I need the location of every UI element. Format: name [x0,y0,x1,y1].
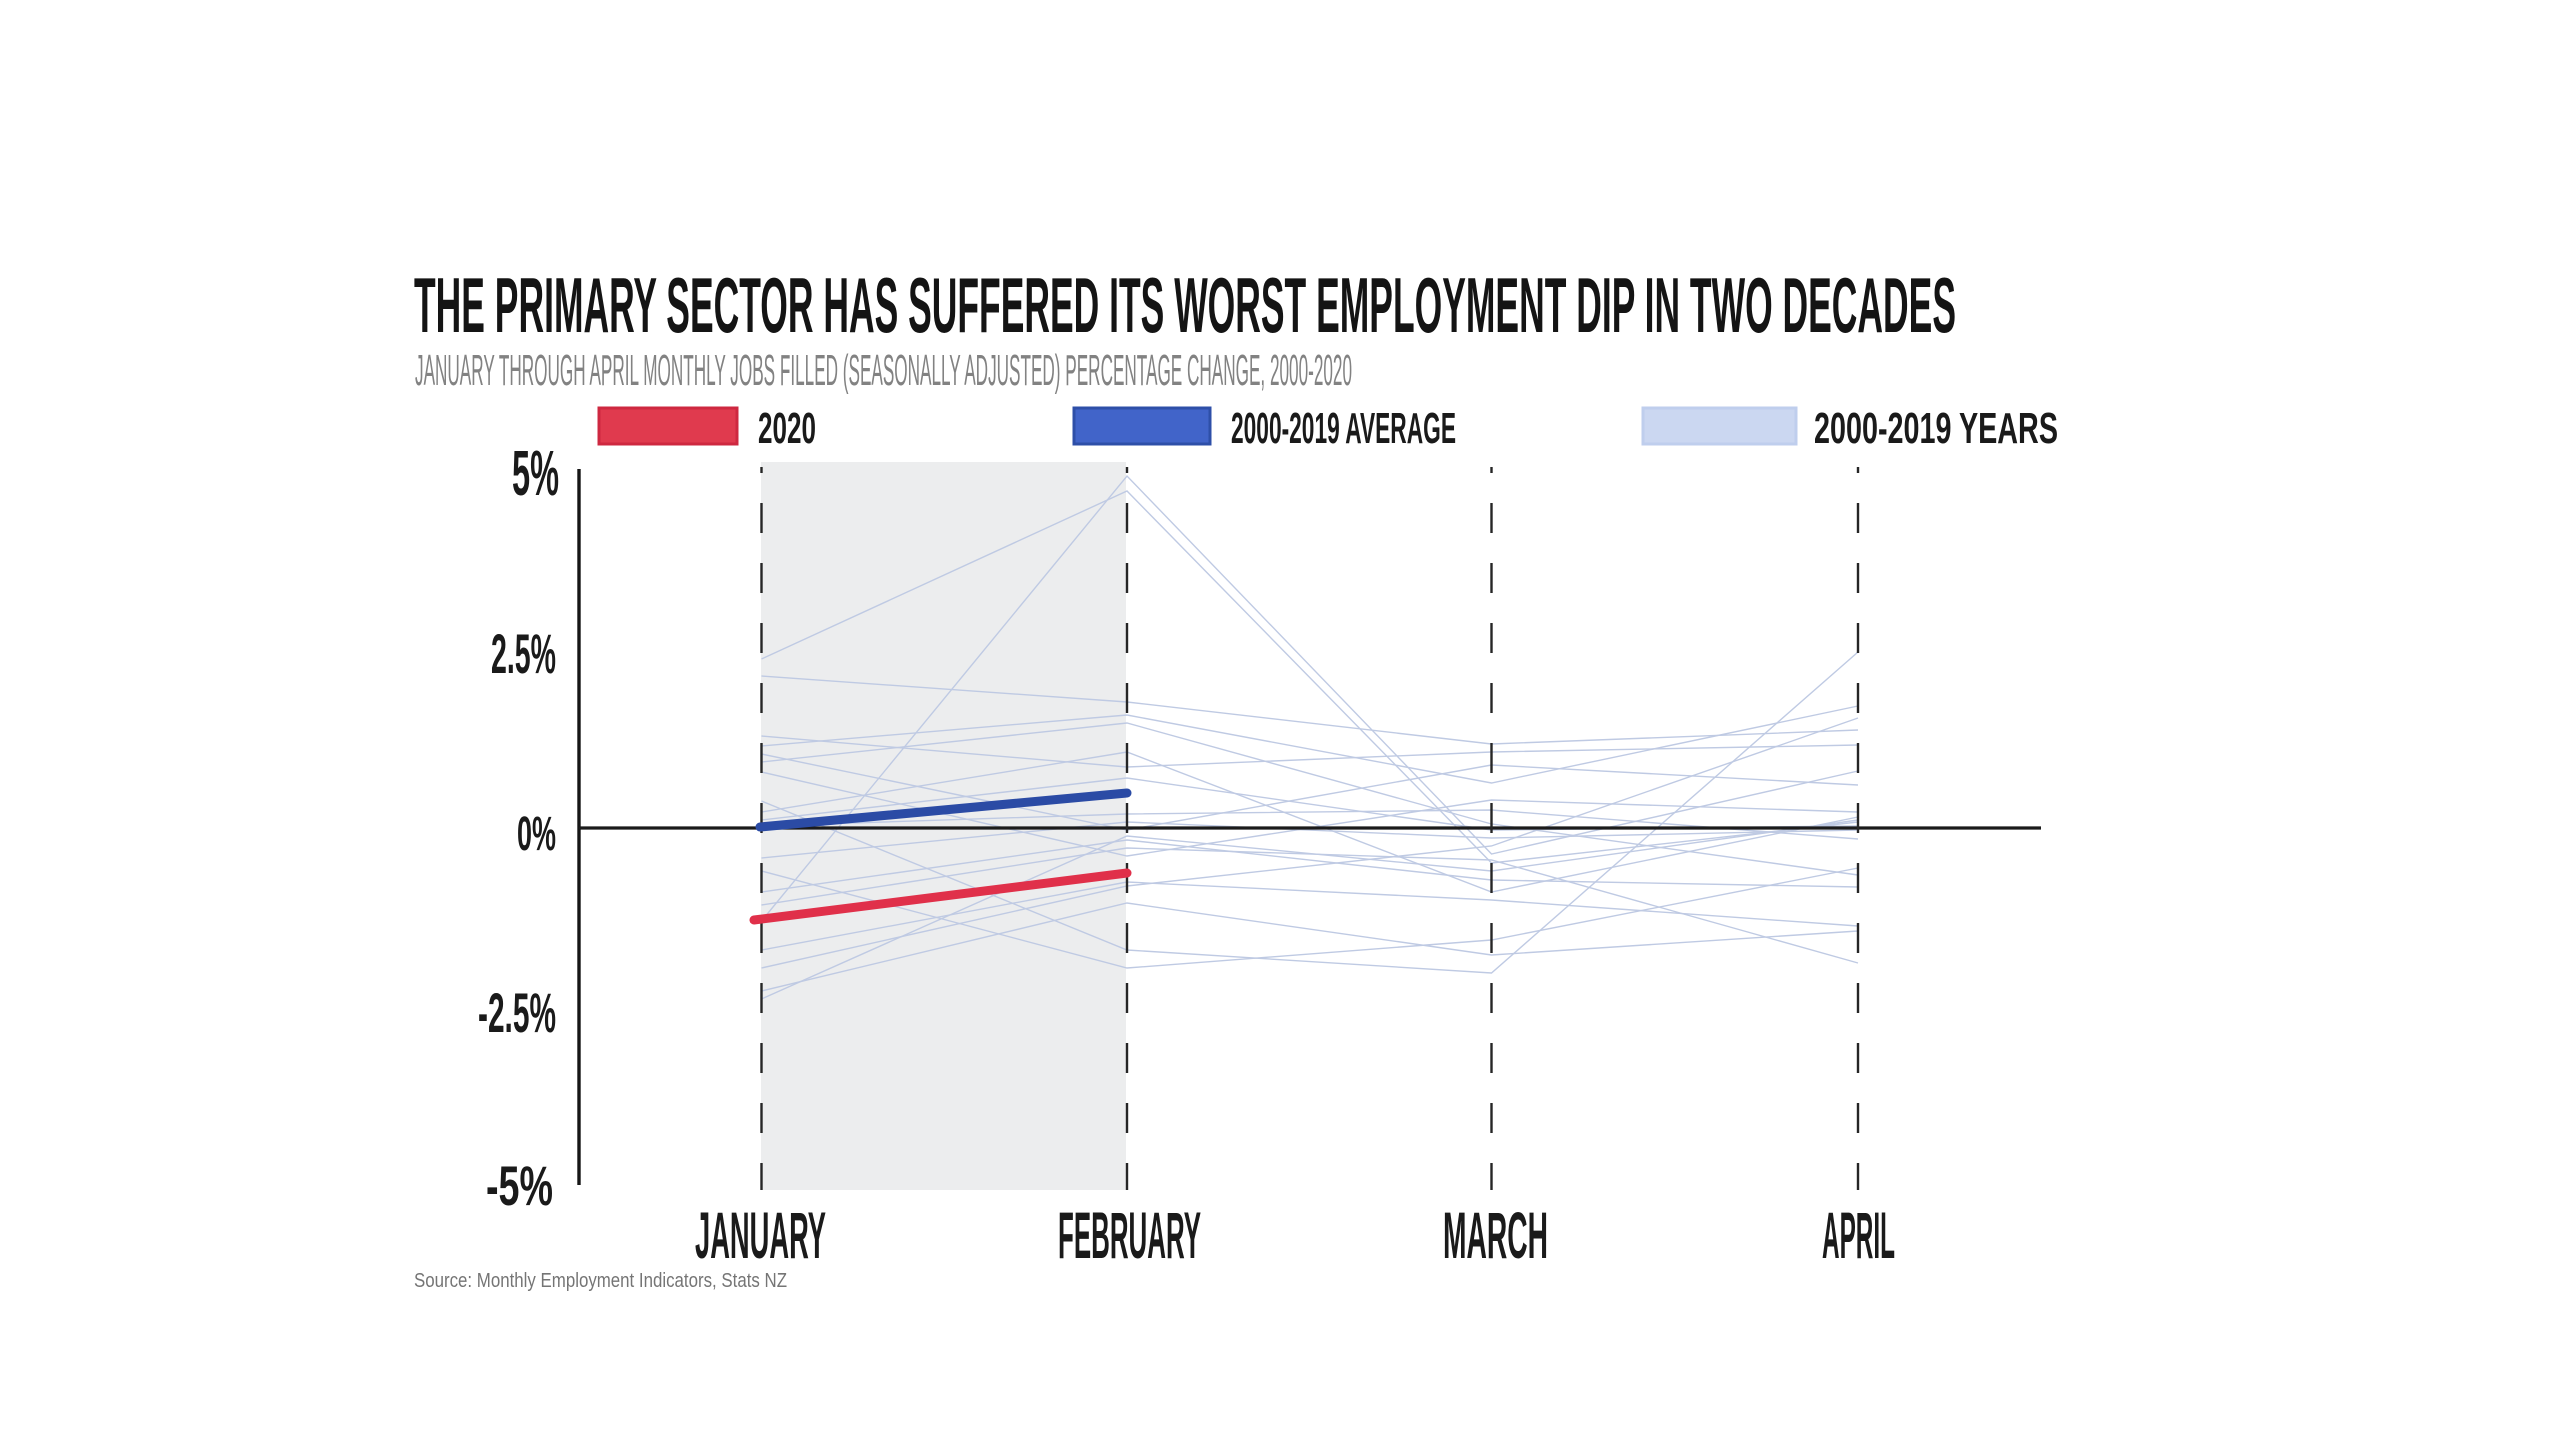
svg-text:Source: Monthly Employment Ind: Source: Monthly Employment Indicators, S… [414,1270,787,1292]
svg-text:2020: 2020 [758,404,816,453]
svg-text:THE PRIMARY SECTOR HAS SUFFERE: THE PRIMARY SECTOR HAS SUFFERED ITS WORS… [414,261,1956,349]
svg-text:-2.5%: -2.5% [478,981,556,1044]
svg-text:5%: 5% [512,437,559,509]
svg-text:FEBRUARY: FEBRUARY [1058,1198,1201,1272]
svg-text:MARCH: MARCH [1443,1198,1548,1272]
svg-text:APRIL: APRIL [1822,1198,1895,1272]
svg-text:2000-2019 YEARS: 2000-2019 YEARS [1814,404,2058,453]
svg-text:2000-2019 AVERAGE: 2000-2019 AVERAGE [1231,404,1456,453]
svg-text:JANUARY THROUGH APRIL MONTHLY: JANUARY THROUGH APRIL MONTHLY JOBS FILLE… [415,346,1352,395]
svg-text:-5%: -5% [486,1154,553,1217]
svg-text:0%: 0% [517,808,556,861]
svg-text:JANUARY: JANUARY [695,1198,826,1272]
svg-text:2.5%: 2.5% [491,622,556,685]
